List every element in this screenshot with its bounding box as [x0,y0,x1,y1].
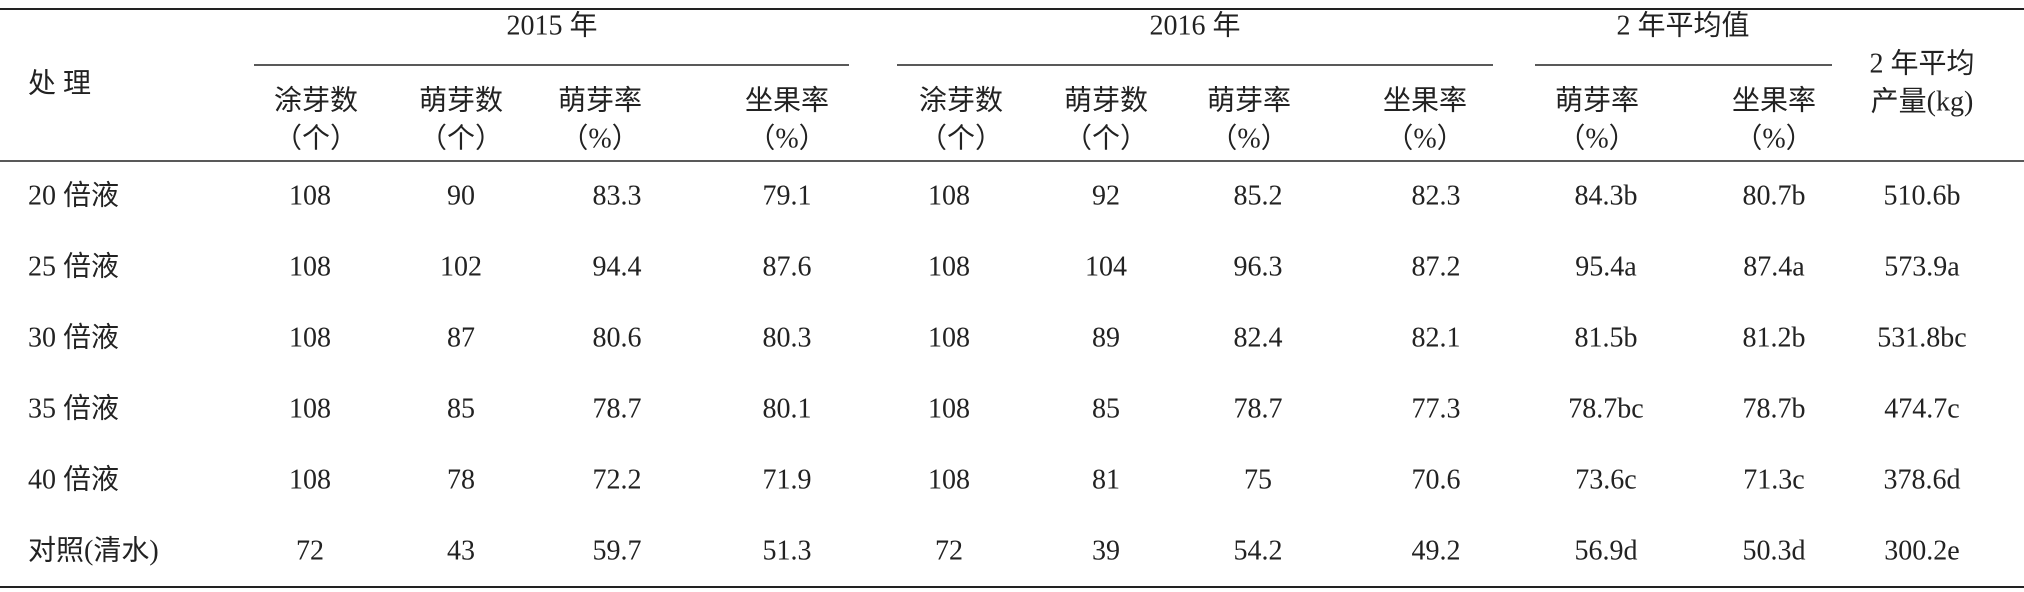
cell: 81 [1092,464,1120,495]
sub-header: （个） [419,122,503,154]
cell: 71.9 [763,464,812,495]
cell: 71.3c [1743,464,1804,495]
row-header: 处 理 [28,67,91,99]
cell: 87 [447,322,475,353]
cell: 79.1 [763,180,812,211]
sub-header: 萌芽数 [419,84,503,116]
row-label: 20 倍液 [28,179,119,211]
cell: 82.4 [1234,322,1283,353]
cell: 108 [289,393,331,424]
cell: 80.7b [1743,180,1806,211]
yield-header: 产量(kg) [1871,85,1974,117]
row-label: 对照(清水) [28,534,159,566]
row-label: 40 倍液 [28,463,119,495]
cell: 87.4a [1743,251,1805,282]
sub-header: （%） [560,122,639,154]
cell: 85 [1092,393,1120,424]
cell: 54.2 [1234,535,1283,566]
cell: 72.2 [593,464,642,495]
sub-header: （%） [1557,122,1636,154]
cell: 108 [289,464,331,495]
sub-header: 坐果率 [1732,84,1816,116]
cell: 108 [289,180,331,211]
cell: 87.6 [763,251,812,282]
cell: 80.3 [763,322,812,353]
cell: 73.6c [1575,464,1636,495]
cell: 72 [935,535,963,566]
cell: 78.7 [593,393,642,424]
cell: 51.3 [763,535,812,566]
sub-header: 萌芽率 [1555,84,1639,116]
cell: 81.2b [1743,322,1806,353]
cell: 96.3 [1234,251,1283,282]
row-label: 35 倍液 [28,392,119,424]
cell: 80.6 [593,322,642,353]
sub-header: 萌芽率 [1207,84,1291,116]
cell: 39 [1092,535,1120,566]
cell: 474.7c [1884,393,1959,424]
group-header: 2 年平均值 [1616,9,1749,41]
sub-header: （个） [1064,122,1148,154]
cell: 80.1 [763,393,812,424]
cell: 531.8bc [1877,322,1966,353]
cell: 108 [928,322,970,353]
cell: 94.4 [593,251,642,282]
cell: 50.3d [1743,535,1806,566]
cell: 72 [296,535,324,566]
cell: 56.9d [1575,535,1638,566]
sub-header: 坐果率 [1383,84,1467,116]
sub-header: （个） [919,122,1003,154]
sub-header: 涂芽数 [274,84,358,116]
cell: 92 [1092,180,1120,211]
sub-header: 萌芽数 [1064,84,1148,116]
cell: 90 [447,180,475,211]
group-header: 2016 年 [1149,9,1240,41]
cell: 104 [1085,251,1127,282]
cell: 108 [928,464,970,495]
cell: 95.4a [1575,251,1637,282]
cell: 85 [447,393,475,424]
sub-header: 涂芽数 [919,84,1003,116]
cell: 82.3 [1412,180,1461,211]
sub-header: （个） [274,122,358,154]
cell: 89 [1092,322,1120,353]
cell: 49.2 [1412,535,1461,566]
row-label: 30 倍液 [28,321,119,353]
cell: 510.6b [1884,180,1961,211]
sub-header: 萌芽率 [558,84,642,116]
cell: 108 [928,251,970,282]
row-label: 25 倍液 [28,250,119,282]
group-header: 2015 年 [506,9,597,41]
cell: 378.6d [1884,464,1961,495]
cell: 108 [928,180,970,211]
cell: 78.7bc [1568,393,1643,424]
cell: 78.7 [1234,393,1283,424]
cell: 78 [447,464,475,495]
cell: 43 [447,535,475,566]
sub-header: （%） [747,122,826,154]
cell: 85.2 [1234,180,1283,211]
cell: 82.1 [1412,322,1461,353]
sub-header: （%） [1209,122,1288,154]
sub-header: （%） [1734,122,1813,154]
sub-header: 坐果率 [745,84,829,116]
yield-header: 2 年平均 [1869,47,1974,79]
cell: 77.3 [1412,393,1461,424]
cell: 75 [1244,464,1272,495]
cell: 108 [289,251,331,282]
cell: 70.6 [1412,464,1461,495]
cell: 83.3 [593,180,642,211]
cell: 108 [289,322,331,353]
cell: 87.2 [1412,251,1461,282]
sub-header: （%） [1385,122,1464,154]
cell: 78.7b [1743,393,1806,424]
cell: 108 [928,393,970,424]
cell: 81.5b [1575,322,1638,353]
cell: 84.3b [1575,180,1638,211]
cell: 573.9a [1884,251,1960,282]
cell: 59.7 [593,535,642,566]
cell: 102 [440,251,482,282]
cell: 300.2e [1884,535,1959,566]
